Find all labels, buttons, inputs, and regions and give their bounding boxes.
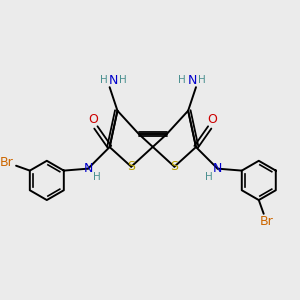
Text: N: N	[109, 74, 118, 87]
Text: S: S	[170, 160, 178, 173]
Text: H: H	[178, 75, 186, 85]
Text: Br: Br	[260, 215, 274, 228]
Text: O: O	[88, 113, 98, 126]
Text: Br: Br	[0, 156, 13, 169]
Text: H: H	[93, 172, 101, 182]
Text: H: H	[198, 75, 206, 85]
Text: N: N	[213, 162, 222, 175]
Text: N: N	[188, 74, 197, 87]
Text: H: H	[119, 75, 127, 85]
Text: S: S	[127, 160, 135, 173]
Text: N: N	[83, 162, 93, 175]
Text: O: O	[208, 113, 218, 126]
Text: H: H	[100, 75, 108, 85]
Text: H: H	[205, 172, 213, 182]
